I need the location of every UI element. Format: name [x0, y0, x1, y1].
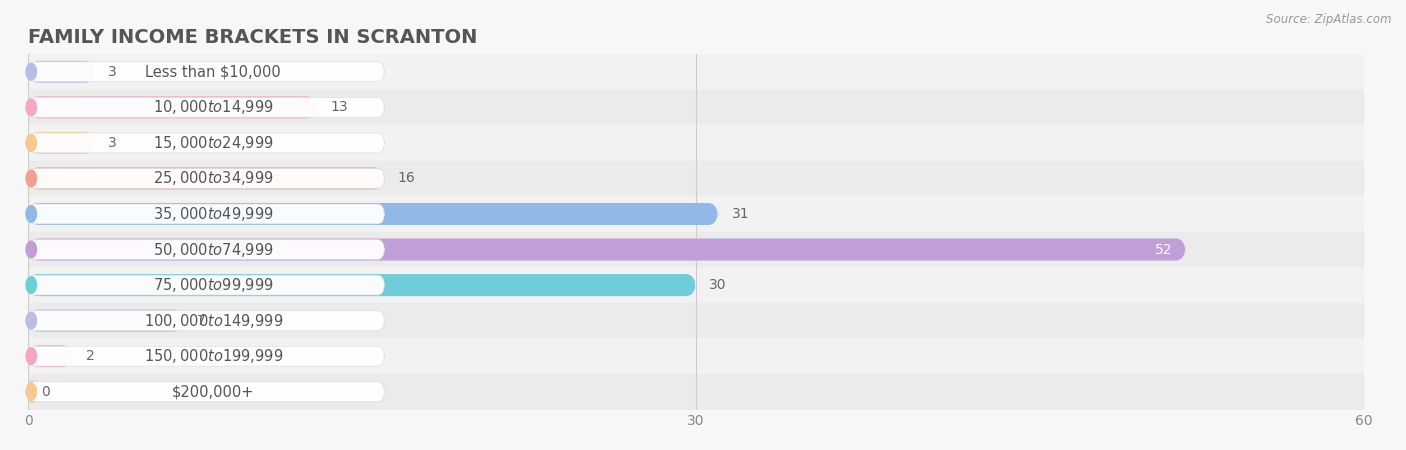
FancyBboxPatch shape [28, 62, 384, 82]
FancyBboxPatch shape [28, 346, 384, 366]
Bar [28, 338, 1364, 374]
FancyBboxPatch shape [28, 133, 384, 153]
Text: $200,000+: $200,000+ [172, 384, 254, 399]
FancyBboxPatch shape [28, 382, 384, 402]
FancyBboxPatch shape [28, 345, 73, 367]
Circle shape [27, 241, 37, 258]
FancyBboxPatch shape [28, 132, 96, 154]
Text: 31: 31 [731, 207, 749, 221]
Text: $75,000 to $99,999: $75,000 to $99,999 [153, 276, 274, 294]
FancyBboxPatch shape [28, 310, 384, 331]
Bar [28, 374, 1364, 410]
FancyBboxPatch shape [28, 97, 384, 117]
Bar [28, 90, 1364, 125]
Text: 0: 0 [42, 385, 51, 399]
Text: $50,000 to $74,999: $50,000 to $74,999 [153, 240, 274, 258]
FancyBboxPatch shape [28, 239, 384, 260]
Text: 3: 3 [108, 136, 117, 150]
Text: $100,000 to $149,999: $100,000 to $149,999 [143, 311, 283, 329]
Bar [28, 161, 1364, 196]
Text: 16: 16 [398, 171, 415, 185]
FancyBboxPatch shape [28, 204, 384, 224]
Circle shape [27, 312, 37, 329]
Bar [28, 232, 1364, 267]
Text: $25,000 to $34,999: $25,000 to $34,999 [153, 170, 274, 187]
FancyBboxPatch shape [28, 203, 718, 225]
Text: FAMILY INCOME BRACKETS IN SCRANTON: FAMILY INCOME BRACKETS IN SCRANTON [28, 28, 478, 47]
Text: $15,000 to $24,999: $15,000 to $24,999 [153, 134, 274, 152]
FancyBboxPatch shape [28, 167, 384, 189]
FancyBboxPatch shape [28, 238, 1185, 261]
Text: 2: 2 [86, 349, 94, 363]
Circle shape [27, 277, 37, 293]
Circle shape [27, 63, 37, 80]
Circle shape [27, 206, 37, 222]
Circle shape [27, 99, 37, 116]
Circle shape [27, 170, 37, 187]
FancyBboxPatch shape [28, 96, 318, 118]
Bar [28, 303, 1364, 338]
FancyBboxPatch shape [28, 275, 384, 295]
Circle shape [27, 348, 37, 365]
Text: 30: 30 [710, 278, 727, 292]
FancyBboxPatch shape [28, 168, 384, 189]
Text: 7: 7 [197, 314, 207, 328]
FancyBboxPatch shape [24, 381, 38, 403]
Text: Less than $10,000: Less than $10,000 [145, 64, 281, 79]
FancyBboxPatch shape [28, 274, 696, 296]
Bar [28, 196, 1364, 232]
Text: $35,000 to $49,999: $35,000 to $49,999 [153, 205, 274, 223]
Circle shape [27, 383, 37, 400]
FancyBboxPatch shape [28, 61, 96, 83]
Text: 13: 13 [330, 100, 349, 114]
Text: $150,000 to $199,999: $150,000 to $199,999 [143, 347, 283, 365]
Bar [28, 125, 1364, 161]
Text: 3: 3 [108, 65, 117, 79]
Bar [28, 54, 1364, 90]
Circle shape [27, 135, 37, 151]
Text: Source: ZipAtlas.com: Source: ZipAtlas.com [1267, 14, 1392, 27]
Text: 52: 52 [1154, 243, 1173, 256]
FancyBboxPatch shape [28, 310, 184, 332]
Bar [28, 267, 1364, 303]
Text: $10,000 to $14,999: $10,000 to $14,999 [153, 99, 274, 116]
